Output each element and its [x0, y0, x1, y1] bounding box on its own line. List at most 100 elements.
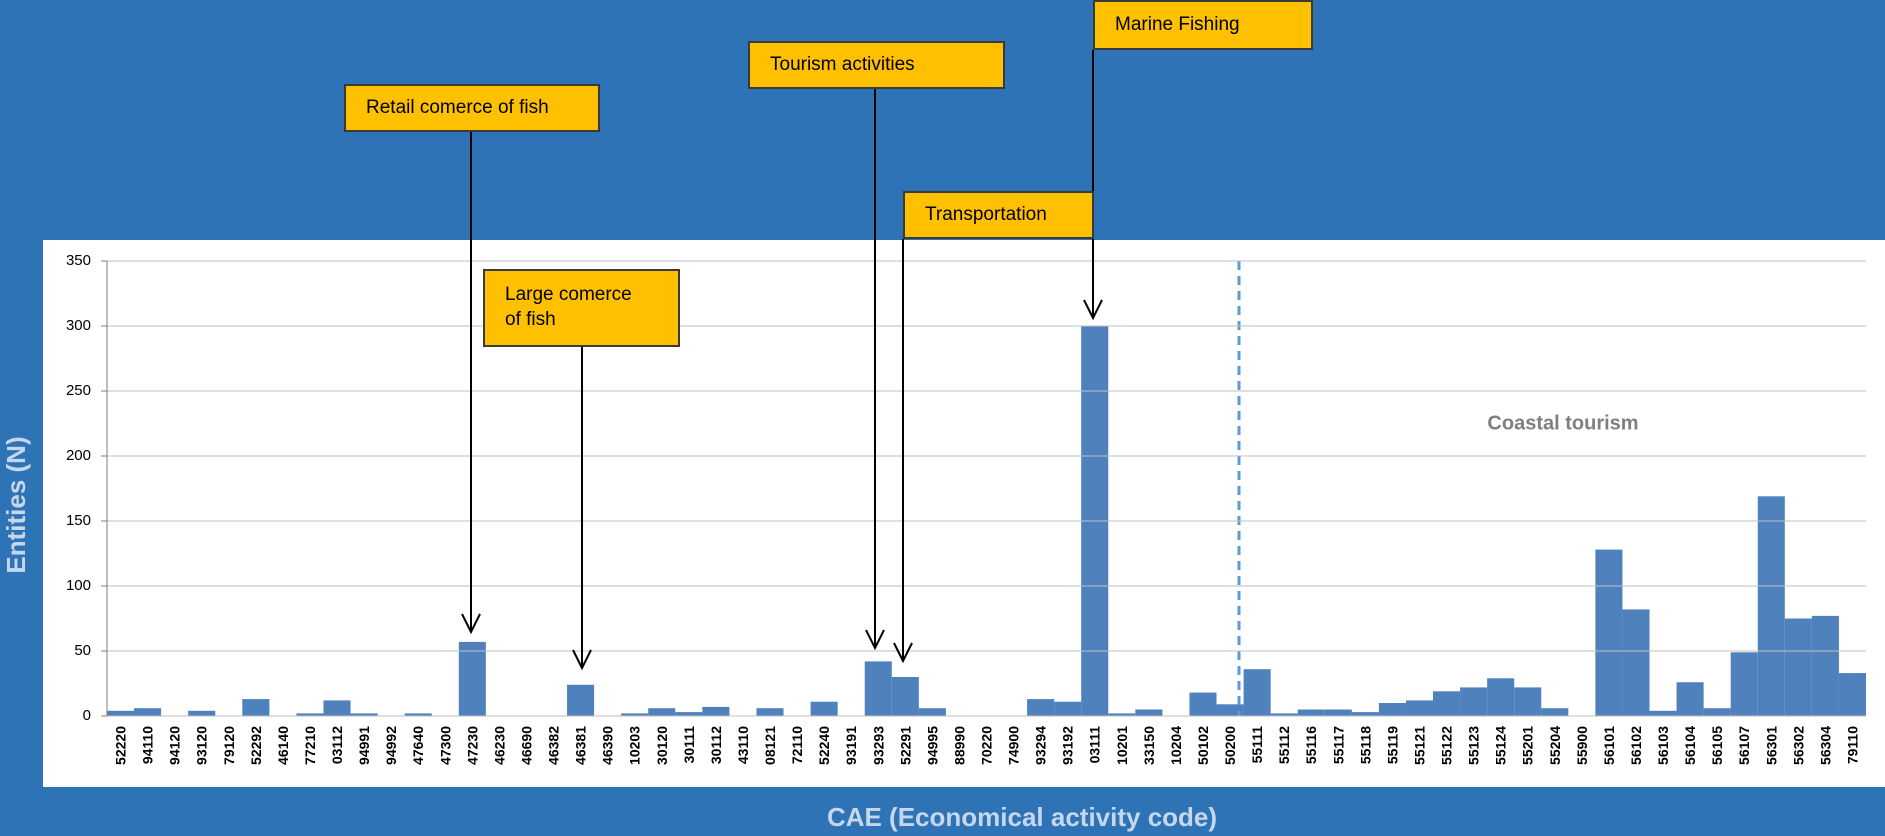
bar: [350, 713, 378, 716]
x-tick-label: 55900: [1574, 726, 1590, 765]
bar: [1054, 701, 1082, 716]
bar: [404, 713, 432, 716]
x-tick-label: 55123: [1466, 726, 1482, 765]
x-tick-label: 94120: [167, 726, 183, 765]
x-tick-label: 30111: [681, 726, 697, 764]
bar: [1676, 682, 1704, 716]
bar: [1703, 708, 1731, 716]
bar: [1730, 652, 1758, 716]
bar: [1838, 673, 1866, 716]
x-tick-label: 70220: [979, 726, 995, 765]
x-tick-label: 79110: [1844, 726, 1860, 764]
bar: [323, 700, 351, 716]
x-tick-label: 52292: [248, 726, 264, 765]
bar: [1541, 708, 1569, 716]
bar: [567, 684, 595, 716]
bar: [1270, 713, 1298, 716]
x-tick-label: 72110: [789, 726, 805, 764]
x-tick-label: 50102: [1195, 726, 1211, 765]
x-tick-label: 46382: [546, 726, 562, 765]
bar: [1487, 678, 1515, 716]
bar: [1649, 710, 1677, 716]
x-tick-label: 56102: [1628, 726, 1644, 765]
y-tick-label: 0: [83, 707, 91, 724]
bar: [1135, 709, 1163, 716]
bar: [107, 710, 135, 716]
x-tick-label: 93192: [1060, 726, 1076, 765]
x-tick-label: 46390: [600, 726, 616, 765]
x-tick-label: 93294: [1033, 726, 1049, 765]
bar: [702, 706, 730, 716]
bar: [242, 699, 270, 716]
x-tick-label: 74900: [1006, 726, 1022, 765]
x-tick-label: 10204: [1168, 726, 1184, 765]
y-tick-label: 300: [66, 317, 91, 334]
x-tick-label: 33150: [1141, 726, 1157, 765]
region-label: Coastal tourism: [1487, 412, 1638, 434]
bar: [891, 677, 919, 716]
bar: [1027, 699, 1055, 716]
x-tick-label: 55117: [1330, 726, 1346, 764]
x-tick-label: 88990: [951, 726, 967, 765]
y-tick-label: 200: [66, 447, 91, 464]
callout: Retail comerce of fish: [344, 84, 600, 132]
bar: [1622, 609, 1650, 716]
bar: [1595, 549, 1623, 716]
bar: [1433, 691, 1461, 716]
bar: [1243, 669, 1271, 716]
x-tick-label: 56301: [1763, 726, 1779, 765]
x-tick-label: 56304: [1817, 726, 1833, 765]
x-tick-label: 55124: [1493, 726, 1509, 765]
x-tick-label: 77210: [302, 726, 318, 765]
x-tick-label: 55118: [1357, 726, 1373, 764]
x-tick-label: 43110: [735, 726, 751, 764]
x-tick-label: 56107: [1736, 726, 1752, 765]
bar: [1297, 709, 1325, 716]
x-tick-label: 46381: [573, 726, 589, 765]
x-tick-label: 30112: [708, 726, 724, 764]
bar: [675, 712, 703, 716]
x-tick-label: 08121: [762, 726, 778, 765]
x-tick-label: 55116: [1303, 726, 1319, 764]
x-tick-label: 93120: [194, 726, 210, 765]
bar: [188, 710, 216, 716]
plot-background: [43, 240, 1885, 787]
bar: [810, 701, 838, 716]
callout: Marine Fishing: [1093, 0, 1313, 50]
bar: [1811, 615, 1839, 716]
bar: [1784, 618, 1812, 716]
x-tick-label: 46690: [518, 726, 534, 765]
bar: [1757, 496, 1785, 716]
bar: [621, 713, 649, 716]
x-tick-label: 03111: [1087, 726, 1103, 764]
bar: [1351, 712, 1379, 716]
y-axis-title: Entities (N): [1, 436, 31, 573]
bar: [918, 708, 946, 716]
x-tick-label: 47230: [464, 726, 480, 765]
bar: [1514, 687, 1542, 716]
x-tick-label: 56105: [1709, 726, 1725, 765]
x-tick-label: 94992: [383, 726, 399, 765]
bar: [756, 708, 784, 716]
bar: [134, 708, 162, 716]
callout-arrowhead: [1083, 299, 1103, 321]
callout-arrowhead: [461, 613, 481, 635]
x-tick-label: 55201: [1520, 726, 1536, 765]
x-tick-label: 30120: [654, 726, 670, 765]
callout: Large comerce of fish: [483, 269, 680, 347]
x-tick-label: 52291: [897, 726, 913, 765]
x-tick-label: 94991: [356, 726, 372, 765]
bar: [1405, 700, 1434, 716]
x-tick-label: 56103: [1655, 726, 1671, 765]
bar: [864, 661, 892, 716]
x-tick-label: 55121: [1411, 726, 1427, 765]
bar: [1108, 713, 1136, 716]
y-tick-label: 100: [66, 577, 91, 594]
bar: [1460, 687, 1488, 716]
callout-arrowhead: [893, 642, 913, 664]
x-tick-label: 93191: [843, 726, 859, 765]
bar: [648, 708, 676, 716]
x-tick-label: 56101: [1601, 726, 1617, 765]
